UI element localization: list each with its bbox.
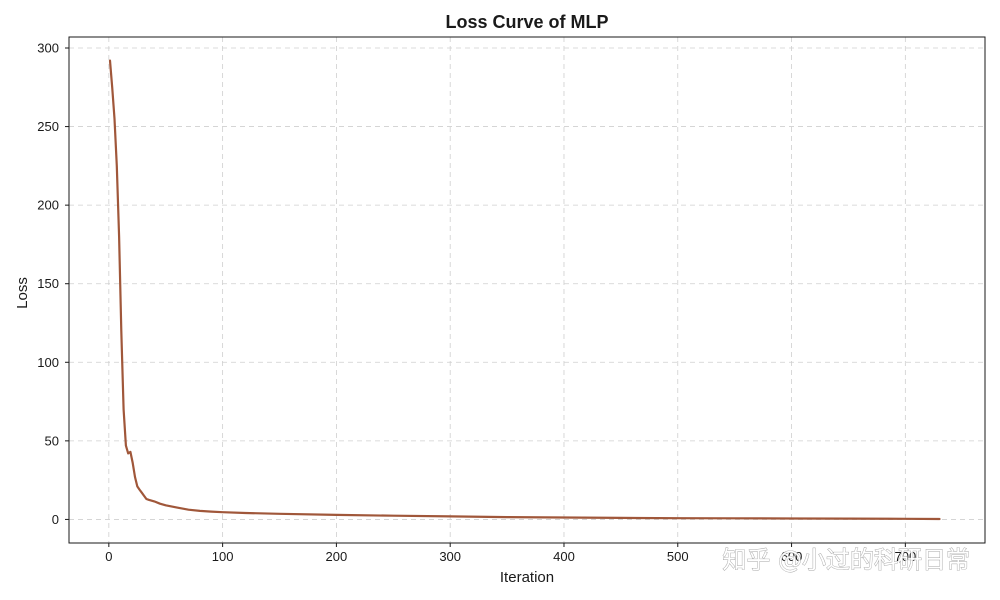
grid [69,37,985,543]
chart-title: Loss Curve of MLP [445,12,608,32]
ticks: 0 100 200 300 400 500 600 700 0 50 100 150 200 250 300 [37,41,916,565]
plot-frame [68,36,986,544]
x-tick-label: 200 [326,549,348,564]
x-tick-label: 100 [212,549,234,564]
x-tick-label: 300 [439,549,461,564]
x-tick-label: 500 [667,549,689,564]
x-tick-label: 700 [894,549,916,564]
y-tick-label: 50 [45,433,59,448]
loss-series-line [108,59,941,521]
y-axis-label: Loss [14,277,31,309]
y-tick-label: 150 [37,276,59,291]
watermark-text: 知乎 @小过的科研日常 [722,546,970,574]
x-tick-label: 600 [781,549,803,564]
y-tick-label: 200 [37,198,59,213]
y-tick-label: 100 [37,355,59,370]
x-tick-label: 0 [105,549,112,564]
series-layer [108,59,941,521]
y-tick-label: 0 [52,512,59,527]
y-tick-label: 300 [37,41,59,56]
x-tick-label: 400 [553,549,575,564]
x-axis-label: Iteration [500,569,554,586]
y-tick-label: 250 [37,119,59,134]
